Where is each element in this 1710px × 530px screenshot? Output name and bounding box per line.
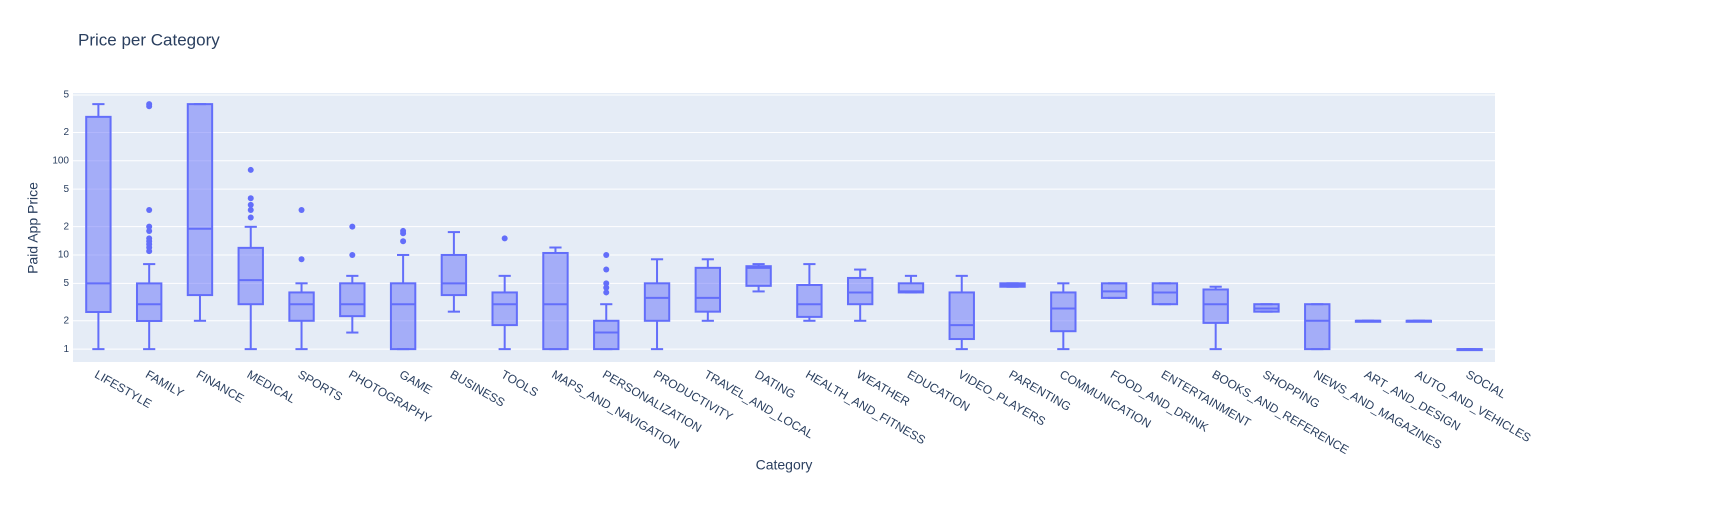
x-tick-label: COMMUNICATION bbox=[1057, 367, 1153, 431]
x-tick-label: LIFESTYLE bbox=[92, 367, 154, 411]
outlier bbox=[349, 223, 356, 230]
outlier bbox=[247, 207, 254, 214]
x-tick-label: BUSINESS bbox=[448, 367, 508, 409]
box bbox=[491, 291, 518, 327]
x-tick-label: MEDICAL bbox=[245, 367, 298, 406]
outlier bbox=[146, 248, 153, 255]
box bbox=[745, 265, 772, 287]
outlier bbox=[247, 195, 254, 202]
y-tick-label: 2 bbox=[63, 221, 69, 232]
outlier bbox=[247, 201, 254, 208]
box bbox=[135, 282, 163, 322]
plot-background bbox=[73, 93, 1495, 362]
box bbox=[593, 319, 620, 351]
box bbox=[1050, 291, 1077, 333]
box bbox=[694, 266, 722, 313]
box bbox=[440, 253, 468, 297]
outlier bbox=[146, 227, 153, 234]
box bbox=[339, 282, 366, 318]
box bbox=[796, 283, 823, 318]
outlier bbox=[298, 256, 305, 263]
y-tick-label: 10 bbox=[58, 250, 70, 261]
y-tick-label: 5 bbox=[63, 90, 69, 101]
outlier bbox=[603, 251, 610, 258]
outlier bbox=[501, 235, 508, 242]
box bbox=[85, 115, 112, 313]
box bbox=[1151, 282, 1179, 306]
outlier bbox=[298, 207, 305, 214]
outlier bbox=[603, 266, 610, 273]
x-tick-label: SPORTS bbox=[295, 367, 345, 404]
box bbox=[948, 291, 975, 341]
y-tick-label: 100 bbox=[52, 155, 69, 166]
box bbox=[846, 276, 874, 306]
outlier bbox=[247, 166, 254, 173]
outlier bbox=[146, 223, 153, 230]
outlier bbox=[400, 230, 407, 237]
outlier bbox=[603, 280, 610, 287]
y-tick-label: 2 bbox=[63, 315, 69, 326]
x-tick-label: GAME bbox=[397, 367, 435, 397]
outlier bbox=[603, 284, 610, 291]
y-axis-title: Paid App Price bbox=[25, 182, 41, 274]
chart-title: Price per Category bbox=[78, 30, 220, 49]
box bbox=[237, 246, 264, 306]
y-tick-label: 2 bbox=[63, 127, 69, 138]
x-tick-label: VIDEO_PLAYERS bbox=[956, 367, 1048, 428]
outlier bbox=[400, 238, 407, 245]
box bbox=[1304, 303, 1331, 351]
x-axis-title: Category bbox=[756, 457, 813, 473]
outlier bbox=[349, 251, 356, 258]
y-tick-label: 5 bbox=[63, 184, 69, 195]
box bbox=[186, 103, 214, 297]
box bbox=[1202, 288, 1229, 324]
outlier bbox=[247, 214, 254, 221]
outlier bbox=[146, 207, 153, 214]
box bbox=[389, 282, 417, 351]
box bbox=[643, 282, 671, 322]
outlier bbox=[603, 289, 610, 296]
y-tick-label: 1 bbox=[63, 344, 69, 355]
box bbox=[288, 291, 315, 322]
x-tick-label: FINANCE bbox=[194, 367, 247, 405]
x-tick-label: TOOLS bbox=[499, 367, 541, 399]
box bbox=[897, 282, 925, 294]
box bbox=[542, 251, 569, 351]
outlier bbox=[146, 103, 153, 110]
y-tick-label: 5 bbox=[63, 278, 69, 289]
